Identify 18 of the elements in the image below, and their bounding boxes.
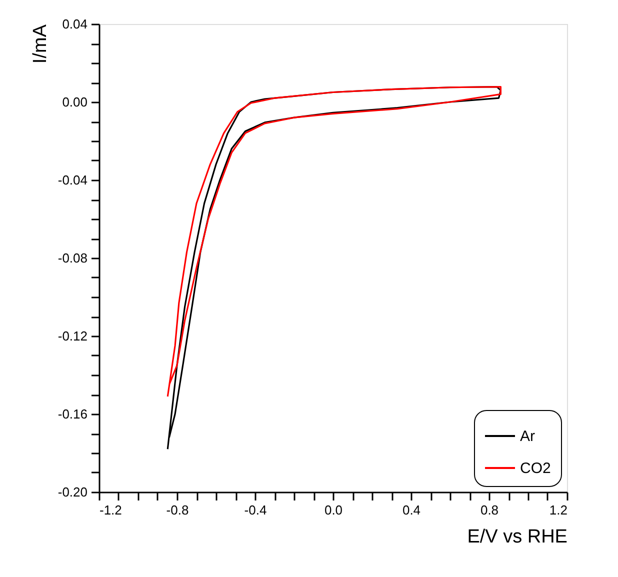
x-tick-label: 0.4 — [402, 502, 421, 518]
legend-label: CO2 — [520, 460, 551, 477]
y-tick-label: -0.20 — [58, 484, 88, 500]
x-tick-label: -0.8 — [166, 502, 189, 518]
x-tick-label: 0.0 — [324, 502, 343, 518]
y-tick-label: 0.00 — [62, 94, 88, 110]
legend-label: Ar — [520, 428, 536, 445]
x-tick-label: -1.2 — [100, 502, 122, 518]
y-tick-label: -0.12 — [58, 328, 88, 344]
y-tick-label: -0.08 — [58, 250, 88, 266]
x-axis-title: E/V vs RHE — [467, 526, 568, 548]
x-tick-label: -0.4 — [244, 502, 267, 518]
y-tick-label: -0.16 — [58, 406, 88, 422]
x-tick-label: 0.8 — [480, 502, 499, 518]
y-axis-title: I/mA — [30, 24, 51, 64]
y-tick-label: -0.04 — [58, 172, 88, 188]
y-tick-label: 0.04 — [62, 16, 88, 32]
x-tick-label: 1.2 — [549, 502, 568, 518]
